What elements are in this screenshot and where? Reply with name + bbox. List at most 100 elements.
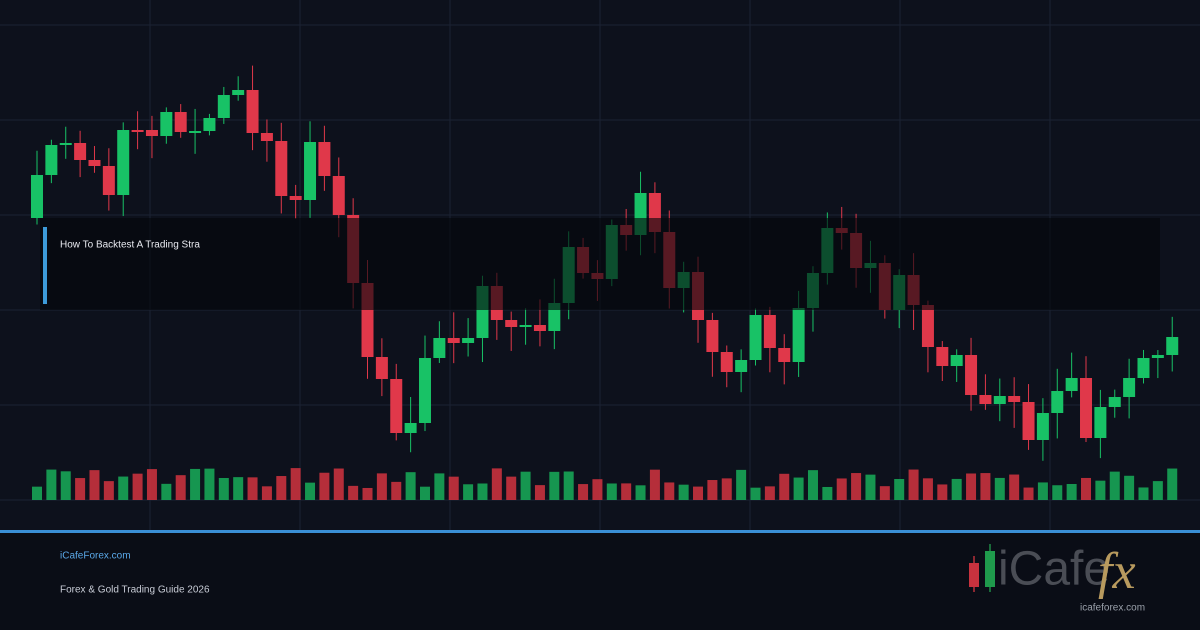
candle-body (505, 320, 518, 327)
volume-bar (836, 478, 847, 500)
candle-body (1065, 378, 1078, 391)
logo: iCafe fx icafeforex.com (969, 543, 1145, 614)
candle-body (1108, 397, 1121, 407)
candle-body (433, 338, 446, 358)
volume-bar (75, 478, 86, 500)
volume-bar (851, 473, 862, 500)
candle-body (160, 112, 173, 136)
candle-body (950, 355, 963, 366)
volume-bar (721, 478, 732, 500)
volume-bar (161, 483, 172, 500)
volume-bar (448, 476, 459, 500)
volume-bar (937, 484, 948, 500)
volume-bar (693, 486, 704, 500)
volume-bar (146, 469, 157, 500)
candle-body (993, 396, 1006, 404)
volume-bar (477, 483, 488, 500)
volume-bar (520, 471, 531, 500)
volume-bar (204, 468, 215, 500)
volume-bar (736, 469, 747, 500)
footer (0, 533, 1200, 630)
volume-bar (218, 477, 229, 500)
volume-bar (1066, 484, 1077, 500)
volume-bar (290, 468, 301, 500)
volume-bar (980, 473, 991, 500)
candle-body (921, 305, 934, 347)
candle-body (174, 112, 187, 132)
volume-bar (1138, 487, 1149, 500)
candle-body (88, 160, 101, 166)
candle-body (1151, 355, 1164, 358)
tagline: Forex & Gold Trading Guide 2026 (60, 585, 210, 596)
candle-body (189, 131, 202, 133)
logo-url: icafeforex.com (1080, 603, 1145, 614)
volume-bar (1023, 487, 1034, 500)
candle-body (792, 308, 805, 362)
candle-body (735, 360, 748, 372)
volume-bar (103, 481, 114, 500)
volume-bar (1037, 482, 1048, 500)
volume-bar (405, 472, 416, 500)
headline-band (40, 218, 1160, 310)
volume-bar (1095, 480, 1106, 500)
candle-body (720, 352, 733, 372)
volume-bar (894, 478, 905, 500)
candle-body (778, 348, 791, 362)
candle-body (1166, 337, 1179, 355)
volume-bar (779, 473, 790, 500)
footer-divider (0, 530, 1200, 533)
volume-bar (966, 473, 977, 500)
candle-body (1123, 378, 1136, 397)
candle-body (1051, 391, 1064, 413)
candle-body (304, 142, 317, 200)
candle-body (404, 423, 417, 433)
candle-body (203, 118, 216, 131)
volume-bar (175, 475, 186, 500)
volume-bar (922, 478, 933, 500)
candle-body (318, 142, 331, 176)
volume-bar (276, 476, 287, 500)
volume-bar (764, 486, 775, 500)
candle-body (447, 338, 460, 343)
candle-body (1022, 402, 1035, 440)
volume-bar (362, 487, 373, 500)
volume-bar (793, 477, 804, 500)
volume-bar (807, 470, 818, 500)
candle-body (217, 95, 230, 118)
volume-bar (463, 484, 474, 500)
candle-body (1094, 407, 1107, 438)
volume-bar (707, 480, 718, 500)
volume-bar (1152, 481, 1163, 500)
logo-candle (969, 563, 979, 587)
volume-bar (491, 468, 502, 500)
volume-bar (1109, 471, 1120, 500)
candle-body (763, 315, 776, 348)
candle-body (31, 175, 43, 218)
volume-bar (46, 469, 57, 500)
volume-bar (233, 477, 244, 500)
candle-body (232, 90, 245, 95)
volume-bar (621, 483, 632, 500)
volume-bar (348, 485, 359, 500)
volume-bar (247, 477, 258, 500)
volume-bar (333, 468, 344, 500)
volume-bar (305, 482, 316, 500)
candle-body (375, 357, 388, 379)
volume-bar (592, 479, 603, 500)
volume-bar (994, 477, 1005, 500)
logo-brand: iCafe (998, 543, 1110, 596)
candle-body (145, 130, 158, 136)
candle-body (533, 325, 546, 331)
candle-body (749, 315, 762, 360)
candle-body (519, 325, 532, 327)
volume-bar (563, 471, 574, 500)
volume-bar (750, 487, 761, 500)
volume-bar (132, 473, 143, 500)
candle-body (1036, 413, 1049, 440)
candle-body (1080, 378, 1093, 438)
volume-bar (434, 473, 445, 500)
candle-body (102, 166, 115, 195)
candle-body (1008, 396, 1021, 402)
volume-bar (879, 486, 890, 500)
